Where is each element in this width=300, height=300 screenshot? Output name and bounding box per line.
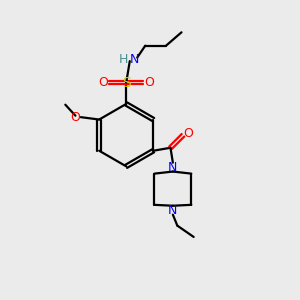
Text: N: N [168, 204, 178, 217]
Text: N: N [130, 53, 139, 66]
Text: O: O [183, 127, 193, 140]
Text: H: H [118, 53, 128, 66]
Text: S: S [122, 76, 130, 89]
Text: O: O [70, 111, 80, 124]
Text: O: O [144, 76, 154, 89]
Text: N: N [168, 160, 178, 174]
Text: O: O [99, 76, 109, 89]
